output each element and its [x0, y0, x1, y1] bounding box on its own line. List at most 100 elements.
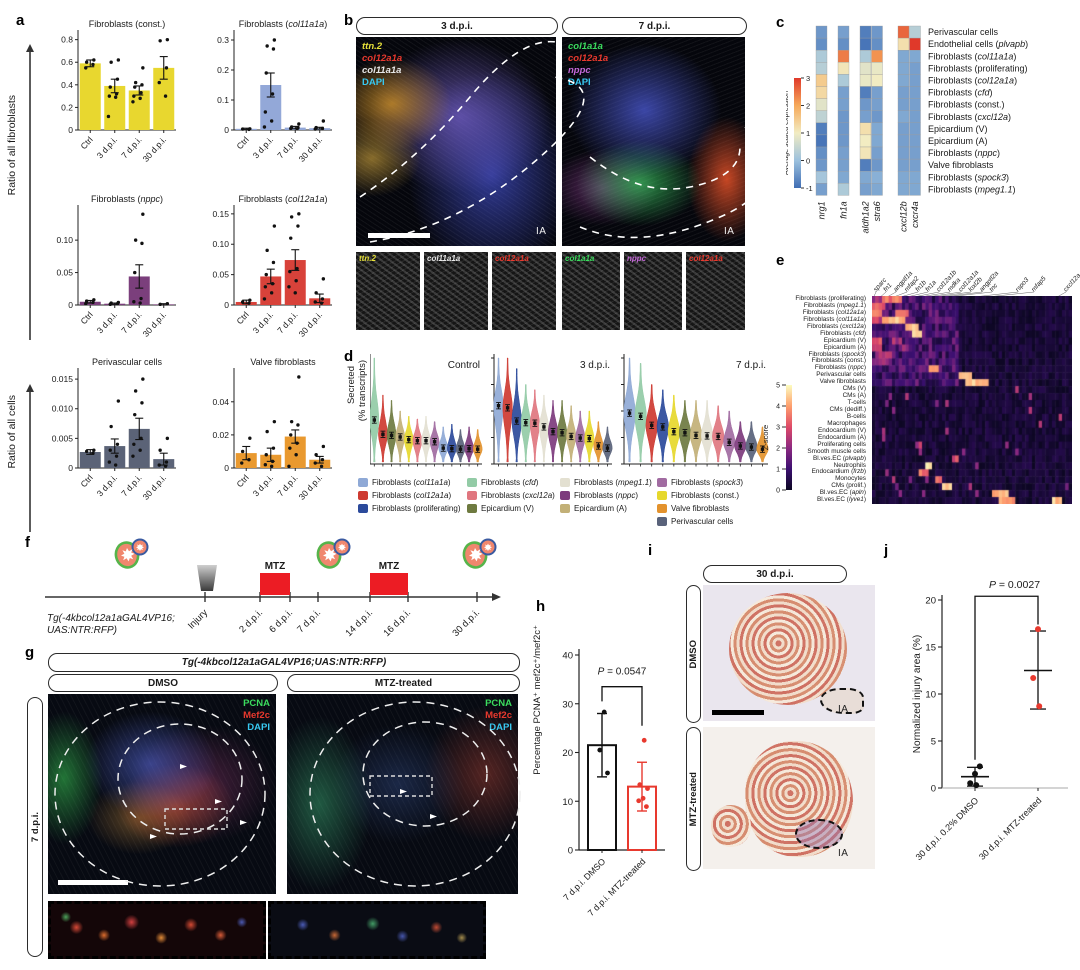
svg-text:0: 0	[224, 125, 229, 135]
svg-text:0.2: 0.2	[61, 102, 73, 112]
heart-icon	[462, 538, 497, 569]
svg-text:0: 0	[224, 300, 229, 310]
svg-text:Epicardium (V): Epicardium (V)	[928, 124, 988, 134]
panel-a-ylabel-top: Ratio of all fibroblasts	[6, 95, 18, 196]
legend-item: Valve fibroblasts	[657, 504, 729, 513]
svg-text:3 d.p.i.: 3 d.p.i.	[251, 135, 276, 161]
svg-text:stra6: stra6	[872, 201, 882, 221]
svg-text:3 d.p.i.: 3 d.p.i.	[95, 473, 120, 499]
svg-text:Control: Control	[448, 360, 480, 371]
stain-label: Mef2c	[485, 710, 512, 721]
svg-text:Normalized injury area (%): Normalized injury area (%)	[912, 635, 923, 753]
svg-text:tnc: tnc	[988, 282, 1000, 294]
svg-text:2 d.p.i.: 2 d.p.i.	[237, 607, 265, 635]
legend-swatch	[657, 517, 667, 526]
zscore-heatmap-row-labels: Fibroblasts (proliferating) Fibroblasts (…	[760, 295, 870, 504]
injury-area-label: IA	[724, 226, 735, 237]
svg-text:3 d.p.i.: 3 d.p.i.	[95, 135, 120, 161]
svg-text:0.015: 0.015	[52, 374, 74, 384]
injury-area-label: IA	[536, 226, 547, 237]
stain-labels-dmso: PCNA Mef2c DAPI	[206, 698, 270, 733]
svg-text:0: 0	[68, 125, 73, 135]
svg-text:Fibroblasts (mpeg1.1): Fibroblasts (mpeg1.1)	[928, 184, 1016, 194]
stain-label: DAPI	[568, 77, 591, 88]
stain-label: col1a1a	[568, 41, 603, 52]
svg-text:0.05: 0.05	[212, 270, 229, 280]
stain-label: PCNA	[243, 698, 270, 709]
svg-text:fn1a: fn1a	[839, 201, 849, 219]
legend-item: Fibroblasts (spock3)	[657, 478, 743, 487]
svg-text:Perivascular cells: Perivascular cells	[928, 27, 999, 37]
svg-text:0: 0	[68, 300, 73, 310]
panel-letter-j: j	[884, 542, 889, 559]
legend-item: Fibroblasts (cfd)	[467, 478, 538, 487]
chart-fibroblasts-const: Fibroblasts (const.) 0 0.2 0.4 0.6 0.8 Ctrl 3 d…	[61, 19, 176, 164]
heart-lobe-mtz	[711, 805, 751, 847]
scale-bar	[712, 710, 764, 715]
heatmap-row-label: CMs (V)	[842, 385, 866, 393]
stain-label: col12a1a	[362, 53, 403, 64]
legend-swatch	[560, 478, 570, 487]
svg-text:0.1: 0.1	[217, 95, 229, 105]
svg-text:10: 10	[562, 797, 573, 808]
svg-text:Fibroblasts (nppc): Fibroblasts (nppc)	[928, 148, 1000, 158]
dmso-pill: DMSO	[48, 674, 278, 692]
scale-bar	[368, 233, 430, 238]
svg-text:16 d.p.i.: 16 d.p.i.	[381, 607, 413, 639]
timepoint-pill-30dpi: 30 d.p.i.	[703, 565, 847, 583]
heatmap-row-label: Valve fibroblasts	[819, 378, 866, 386]
panel-letter-e: e	[776, 252, 785, 269]
svg-text:Fibroblasts (const.): Fibroblasts (const.)	[89, 19, 166, 29]
svg-text:30 d.p.i. MTZ-treated: 30 d.p.i. MTZ-treated	[977, 795, 1044, 862]
svg-text:30 d.p.i.: 30 d.p.i.	[141, 310, 169, 339]
svg-text:-1: -1	[806, 184, 813, 193]
injury-area-label: IA	[838, 848, 849, 859]
svg-text:0.4: 0.4	[61, 80, 73, 90]
svg-text:Fibroblasts (cfd): Fibroblasts (cfd)	[928, 88, 993, 98]
heatmap-row-label: Endocardium (A)	[818, 433, 866, 441]
stain-label: Mef2c	[243, 710, 270, 721]
legend-item: Fibroblasts (col11a1a)	[358, 478, 451, 487]
legend-swatch	[358, 504, 368, 513]
injury-area-outline	[795, 819, 843, 849]
panel-d-ylabel2: (% transcripts)	[357, 360, 368, 422]
panel-letter-i: i	[648, 542, 653, 559]
heatmap-row-label: Fibroblasts (spock3)	[808, 350, 866, 358]
svg-text:MTZ: MTZ	[379, 561, 400, 572]
stain-label: DAPI	[247, 722, 270, 733]
legend-swatch	[657, 491, 667, 500]
legend-swatch	[560, 491, 570, 500]
stain-label: nppc	[568, 65, 591, 76]
chart-fibroblasts-col11a1a: Fibroblasts (col11a1a) 0 0.1 0.2 0.3 Ctrl 3 d.…	[217, 19, 332, 164]
legend-swatch	[467, 491, 477, 500]
stain-labels-mtz: PCNA Mef2c DAPI	[448, 698, 512, 733]
heatmap-row-label: CMs (A)	[842, 392, 866, 400]
legend-item: Epicardium (V)	[467, 504, 534, 513]
scale-bar	[58, 880, 128, 885]
svg-text:3 d.p.i.: 3 d.p.i.	[580, 360, 610, 371]
ablation-timeline: Injury 2 d.p.i. 6 d.p.i. 7 d.p.i. 14 d.p.i. 1…	[45, 538, 501, 639]
legend-swatch	[560, 504, 570, 513]
svg-text:Fibroblasts (cxcl12a): Fibroblasts (cxcl12a)	[928, 112, 1011, 122]
svg-text:30: 30	[562, 699, 573, 710]
svg-text:Ctrl: Ctrl	[234, 135, 250, 152]
heatmap-row-label: Fibroblasts (const.)	[811, 357, 866, 365]
svg-text:Ctrl: Ctrl	[234, 310, 250, 327]
single-channel-panel: col1a1a	[562, 252, 620, 330]
svg-text:Injury: Injury	[186, 607, 210, 631]
svg-text:0.6: 0.6	[61, 57, 73, 67]
single-channel-panel: col11a1a	[424, 252, 488, 330]
injury-area-scatter-chart: 0 5 10 15 20 Normalized injury area (%) 30 d.p…	[912, 579, 1068, 862]
legend-swatch	[657, 504, 667, 513]
svg-text:3: 3	[776, 425, 780, 432]
stain-label: DAPI	[362, 77, 385, 88]
svg-text:15: 15	[925, 643, 936, 654]
inset-mtz	[268, 901, 486, 959]
stain-label: ttn.2	[362, 41, 383, 52]
svg-text:Average scaled expression: Average scaled expression	[786, 91, 790, 175]
svg-text:Z-score: Z-score	[761, 425, 770, 450]
svg-text:Perivascular cells: Perivascular cells	[92, 357, 163, 367]
svg-text:Fibroblasts (col11a1a): Fibroblasts (col11a1a)	[239, 19, 327, 29]
histology-mtz	[703, 727, 875, 869]
svg-text:Fibroblasts (nppc): Fibroblasts (nppc)	[91, 194, 163, 204]
